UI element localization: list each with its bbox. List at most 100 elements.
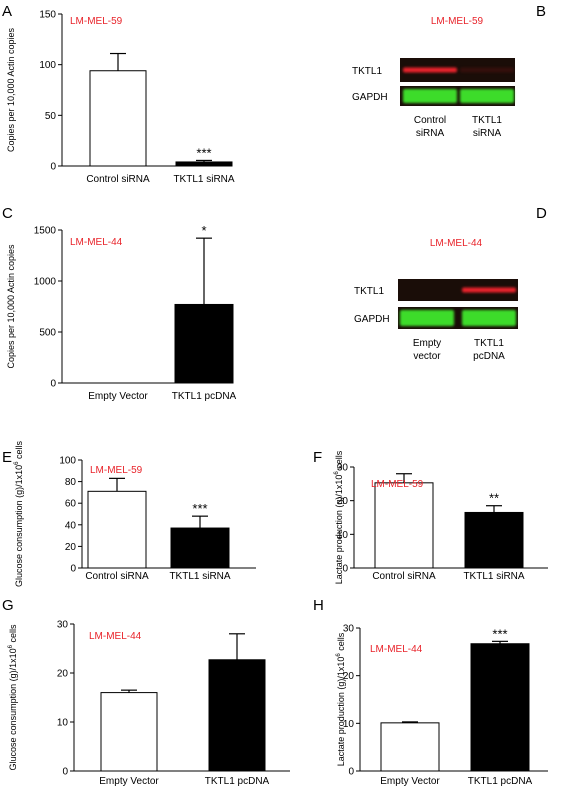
panel-letter: B: [536, 3, 546, 20]
cell-line-label: LM-MEL-44: [70, 237, 123, 248]
significance-label: ***: [192, 501, 207, 516]
blot-panel-d: D LM-MEL-44 TKTL1 GAPDH Empty vector TKTL1 pcDN…: [354, 205, 547, 362]
y-tick-label: 0: [70, 564, 76, 575]
chart-panel-e: E 0 20 40 60 80 100 Control siRNA *** TKTL1 siRNA…: [2, 441, 256, 587]
y-tick-label: 100: [39, 60, 56, 71]
y-tick-label: 10: [57, 718, 69, 729]
cell-line-label: LM-MEL-44: [430, 238, 483, 249]
blot-lane-label: Control: [414, 115, 446, 126]
chart-panel-c: C 0 500 1000 1500 Empty Vector * TKTL1 pcDNA LM-…: [2, 205, 237, 402]
blot-lane-label: TKTL1: [474, 338, 504, 349]
blot-band: [400, 310, 454, 326]
y-tick-label: 80: [65, 477, 77, 488]
y-axis-title-main: Glucose consumption (g)/1x10: [8, 648, 18, 770]
panel-letter: H: [313, 597, 324, 614]
y-tick-label: 30: [57, 620, 69, 631]
category-label: TKTL1 siRNA: [169, 571, 230, 582]
y-axis-title-tail: cells: [8, 624, 18, 645]
category-label: Empty Vector: [380, 776, 440, 787]
blot-row-label: TKTL1: [354, 286, 384, 297]
category-label: Control siRNA: [85, 571, 149, 582]
y-tick-label: 100: [59, 456, 76, 467]
blot-band: [460, 89, 514, 103]
bar: [174, 303, 234, 384]
blot-strip: [398, 279, 518, 301]
chart-panel-f: F 0 10 20 30 Control siRNA ** TKTL1 siRNA LM-MEL…: [313, 449, 548, 584]
bar: [374, 482, 434, 569]
blot-row-label: TKTL1: [352, 66, 382, 77]
y-axis-title-sup: 6: [14, 461, 20, 465]
blot-row-label: GAPDH: [352, 92, 388, 103]
cell-line-label: LM-MEL-44: [89, 631, 142, 642]
y-axis-title: Glucose consumption (g)/1x106 cells: [14, 441, 24, 587]
category-label: TKTL1 pcDNA: [468, 776, 533, 787]
bar: [100, 692, 158, 772]
y-axis-title-main: Lactate production (g)/1x10: [336, 657, 346, 767]
blot-band: [403, 67, 457, 73]
category-label: TKTL1 siRNA: [463, 571, 524, 582]
y-tick-label: 30: [337, 463, 349, 474]
blot-lane-label: siRNA: [473, 128, 502, 139]
bar: [170, 527, 230, 569]
chart-panel-g: G 0 10 20 30 Empty Vector TKTL1 pcDNA LM-MEL-44…: [2, 597, 290, 787]
blot-lane-label: TKTL1: [472, 115, 502, 126]
cell-line-label: LM-MEL-59: [431, 16, 484, 27]
bar: [208, 659, 266, 772]
chart-panel-h: H 0 10 20 30 Empty Vector *** TKTL1 pcDNA LM-MEL…: [313, 597, 548, 787]
panel-letter: C: [2, 205, 13, 222]
y-tick-label: 150: [39, 10, 56, 21]
blot-lane-label: Empty: [413, 338, 441, 349]
cell-line-label: LM-MEL-59: [90, 465, 143, 476]
cell-line-label: LM-MEL-59: [70, 16, 123, 27]
y-tick-label: 10: [343, 719, 355, 730]
bar: [89, 70, 147, 167]
y-axis-title-tail: cells: [334, 450, 344, 471]
y-tick-label: 0: [348, 767, 354, 778]
category-label: TKTL1 siRNA: [173, 174, 234, 185]
y-tick-label: 30: [343, 624, 355, 635]
category-label: Empty Vector: [99, 776, 159, 787]
y-axis-title-main: Lactate production (g)/1x10: [334, 475, 344, 585]
y-tick-label: 1500: [34, 226, 57, 237]
y-axis-title: Lactate production (g)/1x106 cells: [336, 632, 346, 766]
blot-row-label: GAPDH: [354, 314, 390, 325]
y-axis-title: Lactate production (g)/1x106 cells: [334, 450, 344, 584]
y-axis-title-sup: 6: [334, 471, 340, 475]
y-axis-title-sup: 6: [8, 644, 14, 648]
category-label: Empty Vector: [88, 391, 148, 402]
significance-label: ***: [196, 145, 211, 160]
y-tick-label: 60: [65, 499, 77, 510]
y-tick-label: 0: [342, 564, 348, 575]
category-label: Control siRNA: [372, 571, 436, 582]
chart-panel-a: A 0 50 100 150 Control siRNA *** TKTL1 siRNA LM-…: [2, 3, 235, 185]
panel-letter: F: [313, 449, 322, 466]
bar: [464, 511, 524, 569]
category-label: Control siRNA: [86, 174, 150, 185]
bar: [175, 161, 233, 167]
bar: [380, 722, 440, 772]
blot-band: [460, 67, 514, 73]
y-tick-label: 20: [337, 496, 349, 507]
y-axis-title: Glucose consumption (g)/1x106 cells: [8, 624, 18, 770]
y-tick-label: 1000: [34, 277, 57, 288]
blot-band: [462, 287, 516, 293]
bar: [87, 490, 147, 569]
y-tick-label: 20: [343, 671, 355, 682]
y-tick-label: 0: [62, 767, 68, 778]
category-label: TKTL1 pcDNA: [205, 776, 270, 787]
y-axis-title-main: Glucose consumption (g)/1x10: [14, 465, 24, 587]
y-axis-title: Copies per 10,000 Actin copies: [6, 244, 16, 369]
y-axis-title-sup: 6: [336, 653, 342, 657]
y-tick-label: 40: [65, 520, 77, 531]
cell-line-label: LM-MEL-44: [370, 644, 423, 655]
y-axis-title-tail: cells: [336, 632, 346, 653]
y-axis-title: Copies per 10,000 Actin copies: [6, 27, 16, 152]
blot-band: [403, 89, 457, 103]
significance-label: *: [201, 223, 206, 238]
y-tick-label: 20: [65, 542, 77, 553]
y-axis-title-tail: cells: [14, 441, 24, 462]
bar: [470, 643, 530, 772]
y-tick-label: 500: [39, 328, 56, 339]
category-label: TKTL1 pcDNA: [172, 391, 237, 402]
